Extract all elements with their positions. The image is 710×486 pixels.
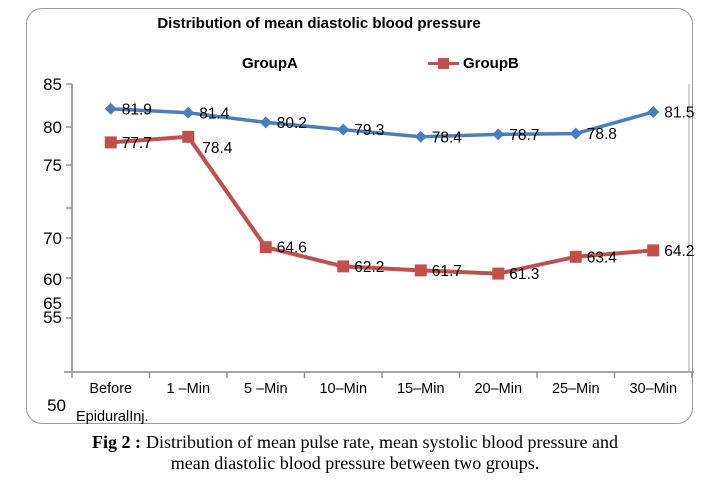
x-category-label: 25–Min: [552, 381, 600, 397]
series-GroupB-marker: [182, 130, 195, 143]
series-GroupB-data-label: 64.6: [277, 240, 307, 257]
x-category-label: 1 –Min: [166, 381, 210, 397]
series-GroupA-marker: [414, 130, 427, 143]
series-GroupB-marker: [569, 250, 582, 263]
chart-title: Distribution of mean diastolic blood pre…: [157, 15, 481, 32]
x-category-label: 10–Min: [319, 381, 367, 397]
caption-line-1: Fig 2 : Distribution of mean pulse rate, …: [92, 432, 618, 452]
series-GroupA-marker: [647, 106, 660, 118]
series-GroupB-data-label: 63.4: [587, 249, 618, 266]
legend-groupb-marker-icon: [428, 57, 459, 69]
caption-line-2: mean diastolic blood pressure between tw…: [170, 453, 540, 473]
legend-item-groupb: GroupB: [428, 54, 519, 72]
x-category-label: 5 –Min: [244, 381, 288, 397]
y-tick-label-50: 50: [47, 396, 66, 415]
series-GroupA-data-label: 79.3: [354, 122, 384, 139]
series-GroupA-marker: [182, 106, 195, 119]
series-GroupB-marker: [414, 264, 427, 277]
series-GroupB-data-label: 64.2: [664, 243, 694, 260]
x-category-label: Before: [89, 381, 132, 397]
series-GroupB-line: [108, 134, 656, 276]
series-GroupB-marker: [104, 136, 117, 149]
series-GroupA-line: [109, 107, 655, 139]
series-GroupB-marker: [259, 241, 272, 254]
x-category-label: 15–Min: [397, 381, 445, 397]
x-category-label: 20–Min: [474, 381, 522, 397]
y-tick-label: 75: [43, 156, 62, 175]
y-tick-label: 65: [43, 294, 62, 313]
x-axis-footnote: EpiduralInj.: [76, 409, 149, 425]
series-GroupA-marker: [492, 128, 505, 141]
series-GroupA-data-label: 78.4: [432, 129, 463, 146]
series-GroupB-data-label: 61.3: [509, 266, 539, 283]
series-GroupA-data-label: 80.2: [277, 115, 307, 132]
series-GroupA-data-label: 81.5: [664, 105, 694, 122]
y-tick-label: 55: [43, 308, 62, 327]
series-GroupB-marker: [647, 244, 660, 257]
series-GroupB-marker: [337, 260, 350, 273]
y-tick-label: 80: [43, 118, 62, 137]
series-GroupB-data-label: 78.4: [202, 140, 233, 157]
series-GroupB-data-label: 61.7: [432, 263, 462, 280]
legend-groupb-label: GroupB: [463, 54, 519, 72]
caption-fig-label: Fig 2 :: [92, 432, 142, 452]
series-GroupB-marker: [492, 267, 505, 280]
series-GroupA-marker: [569, 127, 582, 140]
series-GroupB-data-label: 77.7: [122, 135, 152, 152]
legend-item-groupa: GroupA: [242, 54, 298, 72]
series-GroupA-data-label: 81.4: [199, 105, 230, 122]
legend-groupa-label: GroupA: [242, 54, 298, 72]
series-GroupA-marker: [337, 123, 350, 136]
x-category-label: 30–Min: [629, 381, 677, 397]
series-GroupA-data-label: 78.7: [509, 127, 539, 144]
series-GroupA-data-label: 78.8: [587, 126, 617, 143]
series-GroupA-marker: [259, 116, 272, 129]
y-tick-label: 60: [43, 270, 62, 289]
y-tick-label: 70: [43, 229, 62, 248]
figure-caption: Fig 2 : Distribution of mean pulse rate, …: [0, 432, 710, 474]
series-GroupA-marker: [104, 102, 117, 115]
y-tick-label: 85: [43, 75, 62, 94]
chart-panel: [26, 8, 693, 424]
series-GroupB-data-label: 62.2: [354, 259, 384, 276]
series-GroupA-data-label: 81.9: [122, 101, 152, 118]
